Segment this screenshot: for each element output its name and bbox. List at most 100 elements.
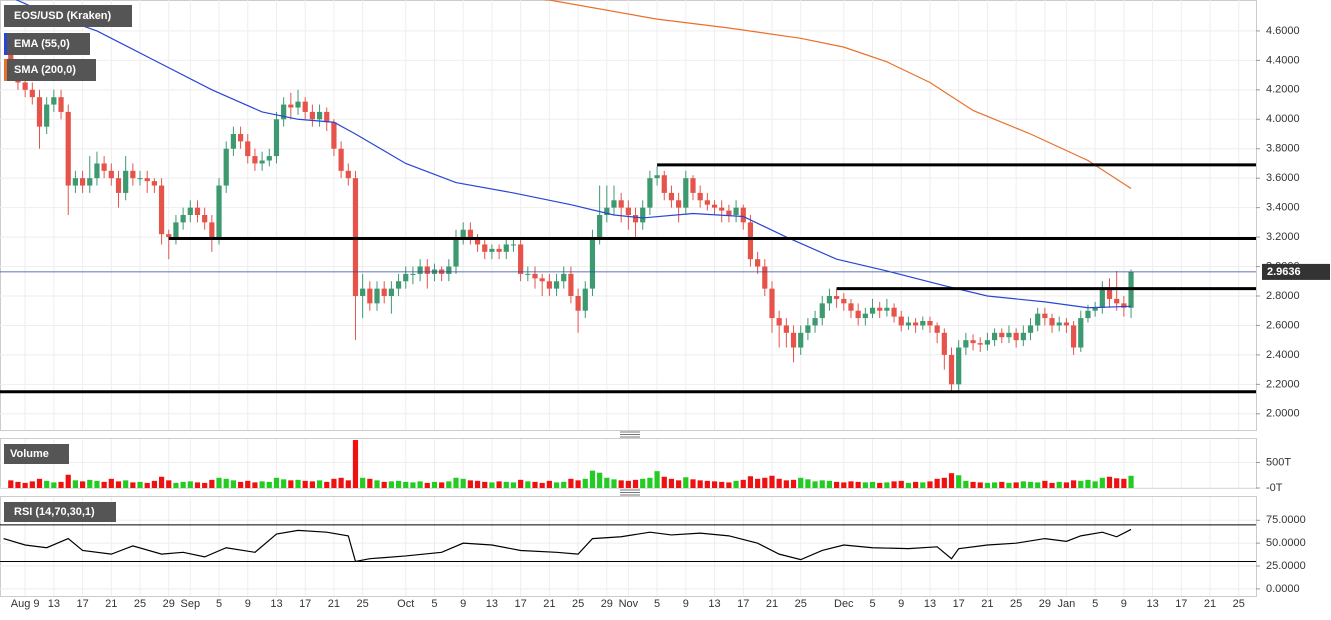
volume-bar (202, 482, 208, 488)
candle-body (410, 273, 416, 275)
x-tick-label: 17 (953, 598, 965, 610)
candle-body (137, 178, 143, 180)
ema-label[interactable]: EMA (55,0) (14, 38, 70, 50)
volume-bar (1128, 475, 1134, 488)
candle-body (367, 288, 373, 304)
candle-body (518, 244, 524, 274)
y-tick-label: 4.2000 (1266, 84, 1300, 96)
volume-bar (510, 482, 517, 488)
volume-bar (518, 479, 524, 488)
candle-body (338, 148, 344, 171)
volume-box[interactable] (4, 444, 69, 464)
candle-body (288, 104, 294, 108)
volume-bar (740, 479, 746, 488)
candle-body (58, 97, 64, 112)
volume-label[interactable]: Volume (10, 448, 49, 460)
candle-body (755, 259, 761, 267)
volume-bar (553, 482, 560, 488)
candle-body (94, 163, 100, 179)
symbol-label[interactable]: EOS/USD (Kraken) (14, 10, 112, 22)
candle-body (1078, 318, 1084, 348)
x-tick-label: 21 (766, 598, 778, 610)
y-tick-label: 3.2000 (1266, 231, 1300, 243)
volume-bar (72, 480, 79, 488)
volume-bar (108, 478, 114, 488)
volume-bar (632, 479, 639, 488)
candle-body (259, 160, 265, 164)
candle-body (87, 178, 93, 186)
candle-body (790, 332, 797, 348)
volume-bar (1078, 480, 1084, 488)
candle-body (719, 207, 725, 211)
candle-body (532, 273, 538, 279)
volume-bar (446, 481, 452, 488)
sma-box[interactable] (4, 59, 96, 81)
volume-bar (51, 482, 57, 488)
volume-bar (676, 480, 682, 488)
x-tick-label: Jan (1058, 598, 1076, 610)
rsi-label[interactable]: RSI (14,70,30,1) (14, 506, 95, 518)
candle-body (79, 178, 86, 186)
volume-bar (697, 480, 703, 488)
volume-bar (640, 478, 646, 488)
volume-bar (790, 479, 797, 488)
volume-bar (503, 481, 509, 488)
ema-box[interactable] (4, 33, 90, 55)
volume-bar (209, 479, 215, 488)
x-tick-label: 21 (543, 598, 555, 610)
candle-body (826, 295, 833, 304)
volume-bar (747, 476, 754, 488)
volume-bar (281, 479, 287, 488)
x-tick-label: 17 (299, 598, 311, 610)
volume-bar (388, 481, 394, 488)
candle-body (862, 313, 868, 319)
volume-bar (604, 477, 610, 488)
volume-bar (532, 481, 538, 488)
volume-bar (618, 480, 624, 488)
rsi-box[interactable] (4, 502, 116, 522)
candle-body (539, 278, 545, 282)
x-tick-label: 21 (981, 598, 993, 610)
symbol-box[interactable] (4, 5, 132, 27)
candle-body (1013, 332, 1019, 341)
volume-bar (395, 480, 402, 488)
volume-bar (36, 478, 43, 488)
candle-body (194, 207, 201, 215)
volume-bar (776, 478, 782, 488)
candle-body (805, 325, 811, 333)
volume-bar (934, 478, 940, 488)
x-tick-label: 21 (105, 598, 117, 610)
sma-label[interactable]: SMA (200,0) (14, 64, 76, 76)
splitter[interactable] (620, 489, 640, 496)
x-tick-label: Dec (834, 598, 854, 610)
candle-body (553, 281, 560, 289)
volume-bar (1085, 479, 1091, 488)
candle-body (984, 340, 991, 345)
volume-bar (963, 480, 969, 488)
y-tick-label: 50.0000 (1266, 537, 1306, 549)
candle-body (726, 210, 732, 215)
candle-body (1121, 303, 1127, 308)
volume-bar (841, 482, 847, 488)
volume-bar (690, 479, 696, 488)
candle-body (869, 307, 876, 314)
candle-body (331, 122, 337, 149)
candle-body (855, 310, 861, 319)
rsi-line (3, 528, 1132, 563)
candle-body (115, 178, 122, 193)
candle-body (22, 82, 28, 90)
candle-body (202, 215, 208, 223)
candle-body (230, 134, 236, 149)
volume-bar (877, 482, 883, 488)
volume-bar (726, 482, 732, 488)
splitter[interactable] (620, 431, 640, 438)
volume-bar (970, 481, 976, 488)
volume-bar (1006, 482, 1012, 488)
candle-body (841, 298, 847, 304)
candle-body (783, 325, 789, 333)
volume-bar (439, 482, 445, 488)
volume-bar (568, 478, 574, 488)
volume-bar (683, 477, 689, 488)
candle-body (546, 281, 552, 289)
